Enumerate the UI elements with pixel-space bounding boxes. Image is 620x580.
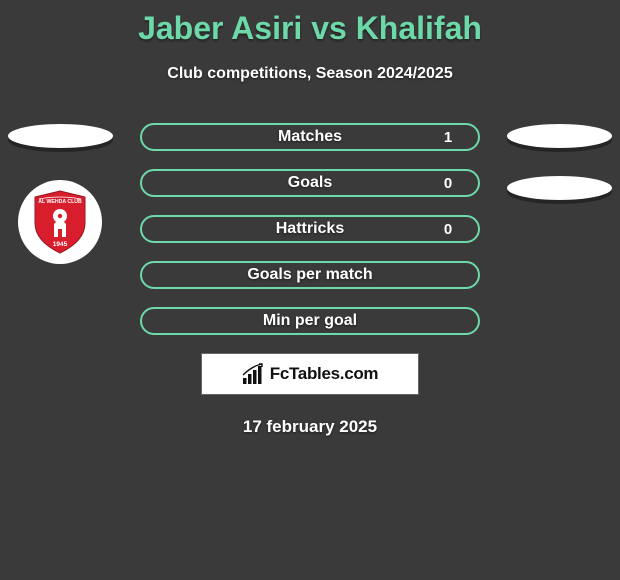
- fctables-logo: FcTables.com: [201, 353, 419, 395]
- stat-right-value: 1: [418, 129, 478, 146]
- subtitle: Club competitions, Season 2024/2025: [0, 65, 620, 83]
- player-right-placeholder: [507, 124, 612, 148]
- player-right-placeholder-2: [507, 176, 612, 200]
- stat-label: Matches: [202, 128, 418, 146]
- stat-pill: Hattricks 0: [140, 215, 480, 243]
- shield-icon: AL WEHDA CLUB 1945: [31, 189, 89, 255]
- stat-label: Goals per match: [202, 266, 418, 284]
- stat-label: Hattricks: [202, 220, 418, 238]
- date-text: 17 february 2025: [0, 417, 620, 437]
- stat-pill: Matches 1: [140, 123, 480, 151]
- stat-label: Goals: [202, 174, 418, 192]
- stat-pill: Min per goal: [140, 307, 480, 335]
- page-title: Jaber Asiri vs Khalifah: [0, 0, 620, 47]
- bar-chart-icon: [242, 363, 264, 385]
- stat-right-value: 0: [418, 175, 478, 192]
- player-left-placeholder: [8, 124, 113, 148]
- stat-right-value: 0: [418, 221, 478, 238]
- logo-text: FcTables.com: [270, 364, 379, 384]
- stat-pill: Goals 0: [140, 169, 480, 197]
- svg-text:AL WEHDA CLUB: AL WEHDA CLUB: [38, 199, 82, 205]
- stat-pill: Goals per match: [140, 261, 480, 289]
- stat-row: Goals per match: [0, 261, 620, 289]
- svg-text:1945: 1945: [53, 241, 68, 248]
- stat-label: Min per goal: [202, 312, 418, 330]
- club-badge: AL WEHDA CLUB 1945: [18, 180, 102, 264]
- stat-row: Min per goal: [0, 307, 620, 335]
